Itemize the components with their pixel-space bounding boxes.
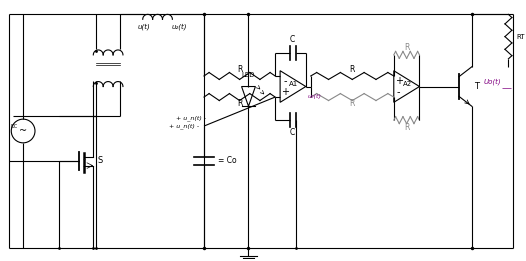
Text: + u_n(t) -: + u_n(t) - — [176, 115, 206, 121]
Text: R: R — [350, 64, 355, 74]
Text: + u_n(t) -: + u_n(t) - — [169, 123, 199, 129]
Text: T: T — [474, 82, 479, 91]
Text: -: - — [397, 87, 400, 97]
Text: DC: DC — [11, 123, 18, 129]
Text: A1: A1 — [289, 81, 299, 87]
Text: A2: A2 — [403, 81, 412, 87]
Text: R: R — [237, 64, 242, 74]
Text: C: C — [289, 128, 295, 138]
Text: = Co: = Co — [218, 156, 237, 165]
Text: R: R — [404, 123, 409, 132]
Text: -: - — [284, 76, 287, 86]
Text: +: + — [281, 87, 289, 97]
Text: RT: RT — [517, 34, 525, 40]
Text: R: R — [350, 99, 355, 109]
Text: C: C — [289, 34, 295, 44]
Text: LED: LED — [242, 72, 255, 78]
Text: Uo(t): Uo(t) — [484, 78, 501, 85]
Text: u₀(t): u₀(t) — [308, 94, 322, 99]
Text: R: R — [404, 44, 409, 52]
Text: +: + — [394, 76, 403, 86]
Text: R: R — [237, 99, 242, 109]
Text: S: S — [98, 156, 103, 165]
Text: ~: ~ — [19, 126, 27, 136]
Text: u(t): u(t) — [137, 23, 150, 29]
Text: u₂(t): u₂(t) — [171, 23, 187, 29]
